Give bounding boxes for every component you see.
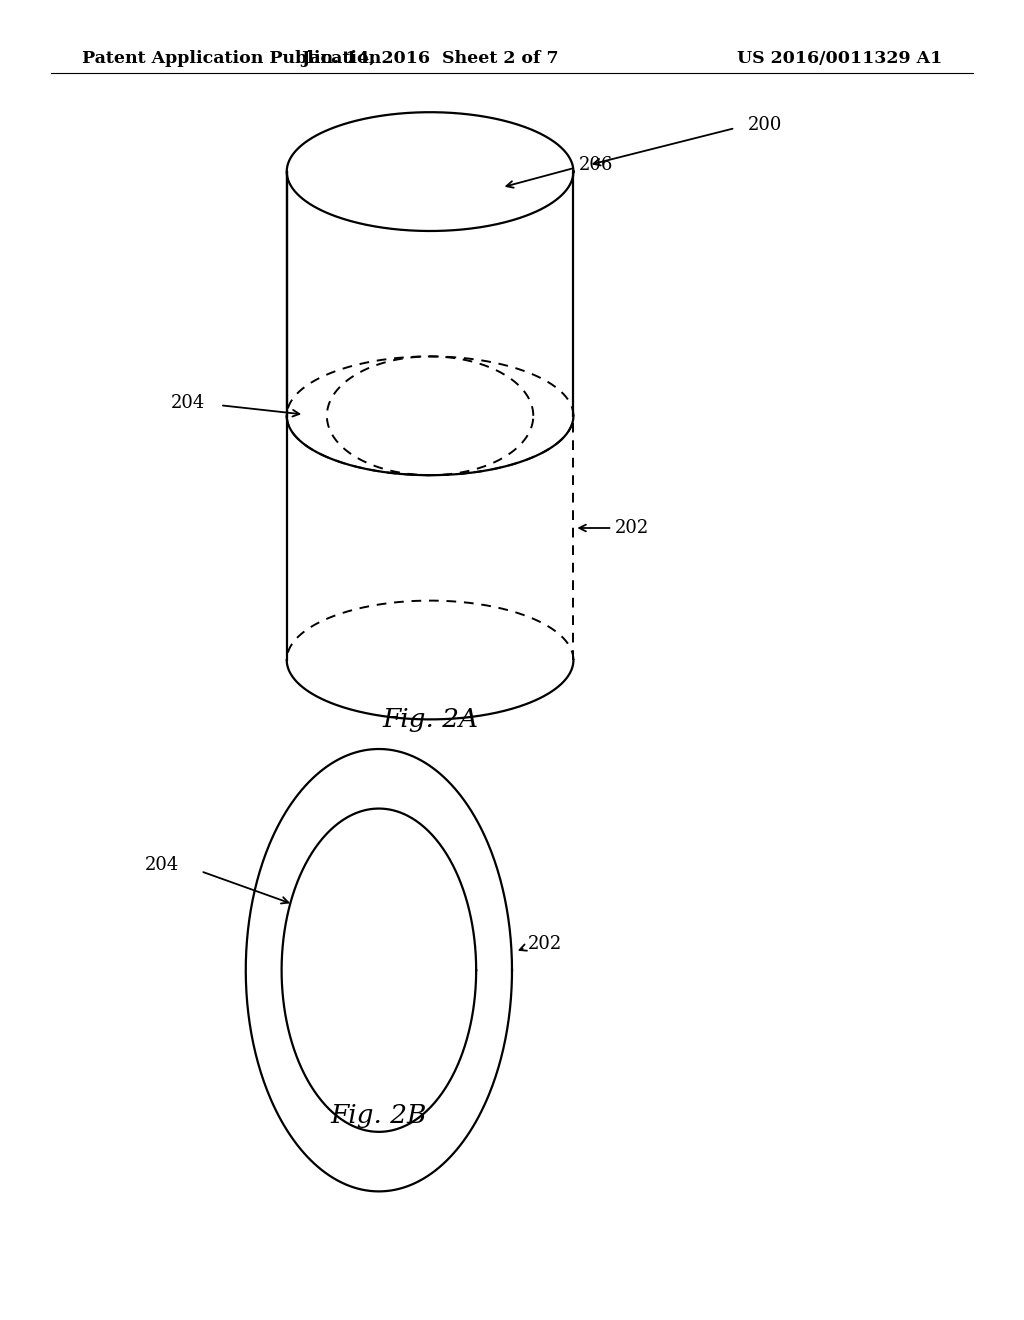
Text: 206: 206 <box>579 156 613 174</box>
Text: Fig. 2A: Fig. 2A <box>382 708 478 731</box>
Text: Jan. 14, 2016  Sheet 2 of 7: Jan. 14, 2016 Sheet 2 of 7 <box>301 50 559 67</box>
Text: Patent Application Publication: Patent Application Publication <box>82 50 381 67</box>
Text: Fig. 2B: Fig. 2B <box>331 1104 427 1127</box>
Text: 202: 202 <box>614 519 648 537</box>
Text: 200: 200 <box>748 116 782 135</box>
Text: 204: 204 <box>171 393 205 412</box>
Text: 202: 202 <box>527 935 561 953</box>
Text: US 2016/0011329 A1: US 2016/0011329 A1 <box>737 50 942 67</box>
Text: 204: 204 <box>145 855 179 874</box>
